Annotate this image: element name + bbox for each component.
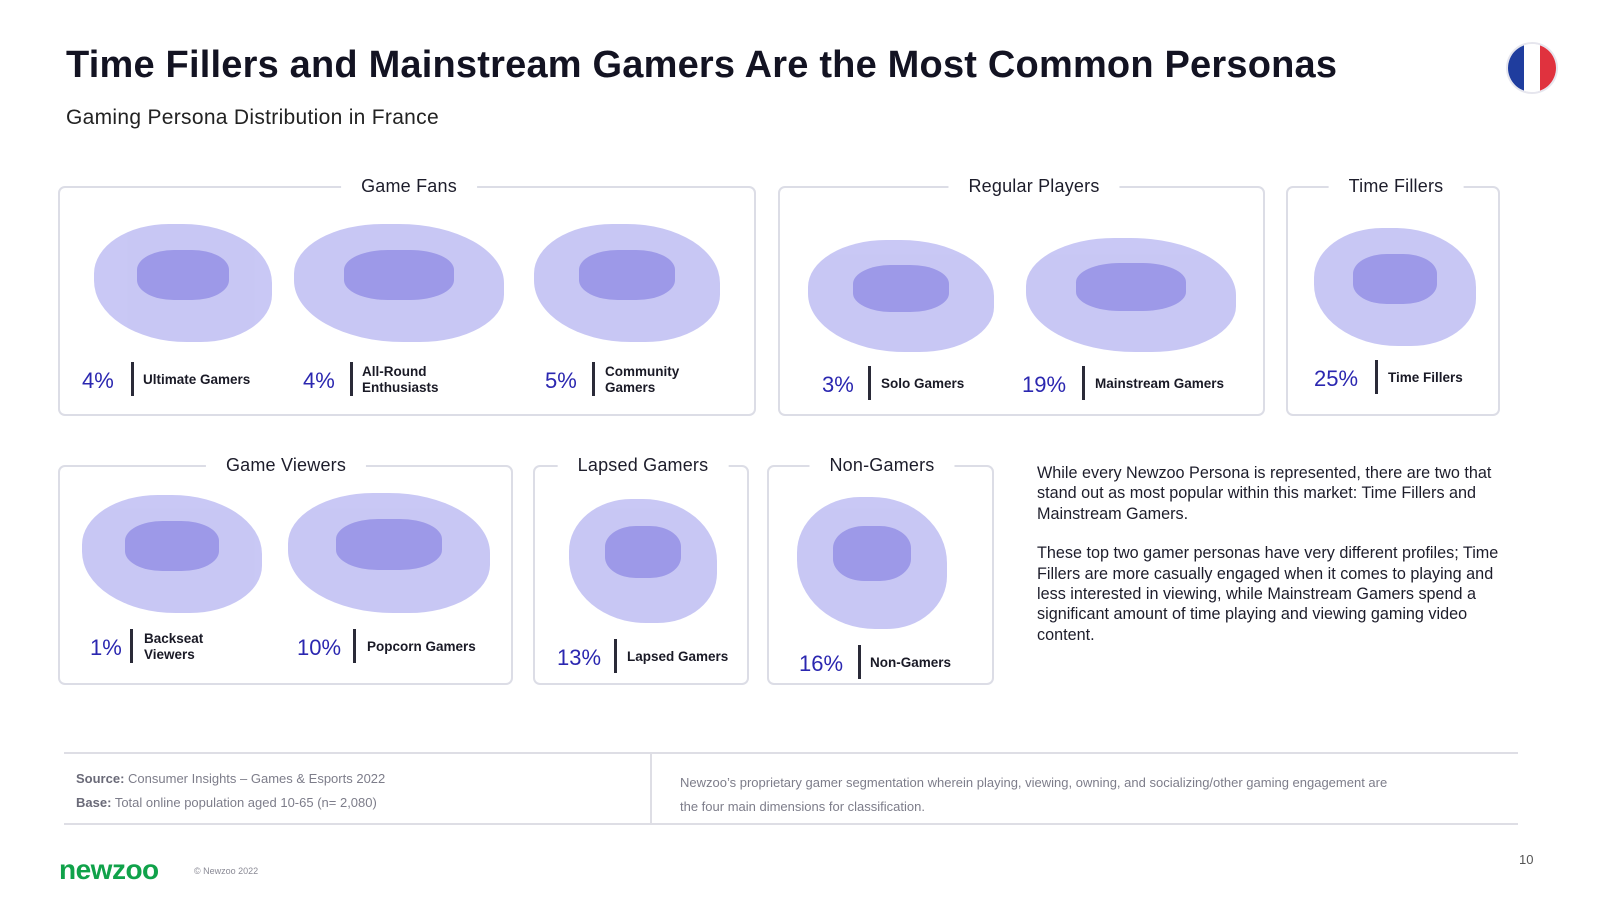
group-title: Non-Gamers [809, 455, 955, 476]
persona-label: Solo Gamers [881, 376, 965, 391]
divider [353, 629, 356, 663]
persona-percent: 5% [545, 368, 577, 393]
footer-top-rule [64, 752, 1518, 754]
persona-percent: 4% [82, 368, 114, 393]
group-title: Game Fans [341, 176, 477, 197]
time-fillers-illustration [1314, 228, 1476, 346]
copyright: © Newzoo 2022 [194, 866, 259, 876]
persona-label: Popcorn Gamers [367, 639, 476, 654]
group-title: Time Fillers [1328, 176, 1464, 197]
group-game-viewers: Game Viewers 1% Backseat Viewers 10% Pop… [58, 455, 513, 685]
persona-percent: 25% [1314, 366, 1359, 391]
group-lapsed-gamers: Lapsed Gamers 13% Lapsed Gamers [533, 455, 749, 685]
france-flag-icon [1508, 44, 1556, 92]
divider [130, 629, 133, 663]
newzoo-logo: newzoo [59, 854, 159, 885]
persona-percent: 16% [799, 651, 844, 676]
base-value: Total online population aged 10-65 (n= 2… [114, 795, 377, 810]
persona-percent: 19% [1022, 372, 1067, 397]
segmentation-note: Newzoo’s proprietary gamer segmentation … [680, 775, 1388, 814]
persona-label: Ultimate Gamers [143, 372, 251, 387]
commentary: While every Newzoo Persona is represente… [1037, 463, 1507, 664]
persona-label: Lapsed Gamers [627, 649, 729, 664]
mainstream-gamers-illustration [1026, 238, 1236, 352]
footer-bottom-rule [64, 823, 1518, 825]
group-game-fans: Game Fans 4% Ultimate Gamers 4% All-Roun… [58, 176, 756, 416]
page-subtitle: Gaming Persona Distribution in France [66, 106, 439, 129]
group-non-gamers: Non-Gamers 16% Non-Gamers [767, 455, 994, 685]
divider [858, 645, 861, 679]
source-value: Consumer Insights – Games & Esports 2022 [128, 771, 386, 786]
divider [614, 639, 617, 673]
group-title: Game Viewers [205, 455, 367, 476]
all-round-enthusiasts-illustration [294, 224, 504, 342]
divider [592, 362, 595, 396]
persona-percent: 4% [303, 368, 335, 393]
divider [1082, 366, 1085, 400]
lapsed-gamers-illustration [569, 499, 717, 623]
persona-percent: 13% [557, 645, 602, 670]
page-title: Time Fillers and Mainstream Gamers Are t… [66, 44, 1338, 86]
persona-percent: 1% [90, 635, 122, 660]
divider [868, 366, 871, 400]
persona-label: All-Round Enthusiasts [362, 364, 439, 395]
backseat-viewers-illustration [82, 495, 262, 613]
group-title: Regular Players [948, 176, 1120, 197]
page-number: 10 [1519, 852, 1534, 867]
group-time-fillers: Time Fillers 25% Time Fillers [1286, 176, 1500, 416]
persona-label: Backseat Viewers [144, 631, 204, 662]
group-title: Lapsed Gamers [557, 455, 729, 476]
commentary-paragraph: While every Newzoo Persona is represente… [1037, 464, 1492, 523]
persona-percent: 10% [297, 635, 342, 660]
commentary-paragraph: These top two gamer personas have very d… [1037, 544, 1499, 644]
divider [350, 362, 353, 396]
persona-label: Non-Gamers [870, 655, 952, 670]
persona-label: Mainstream Gamers [1095, 376, 1225, 391]
divider [1375, 360, 1378, 394]
persona-label: Time Fillers [1388, 370, 1463, 385]
community-gamers-illustration [534, 224, 720, 342]
solo-gamers-illustration [808, 240, 994, 352]
group-regular-players: Regular Players 3% Solo Gamers 19% Mains… [778, 176, 1265, 416]
footer-divider [650, 752, 652, 824]
base-label: Base: [76, 795, 112, 810]
base-line: Base: Total online population aged 10-65… [76, 795, 377, 810]
divider [131, 362, 134, 396]
popcorn-gamers-illustration [288, 493, 490, 613]
non-gamers-illustration [797, 497, 947, 629]
ultimate-gamers-illustration [94, 224, 272, 342]
source-line: Source: Consumer Insights – Games & Espo… [76, 771, 385, 786]
source-label: Source: [76, 771, 125, 786]
persona-label: Community Gamers [605, 364, 680, 395]
persona-percent: 3% [822, 372, 854, 397]
